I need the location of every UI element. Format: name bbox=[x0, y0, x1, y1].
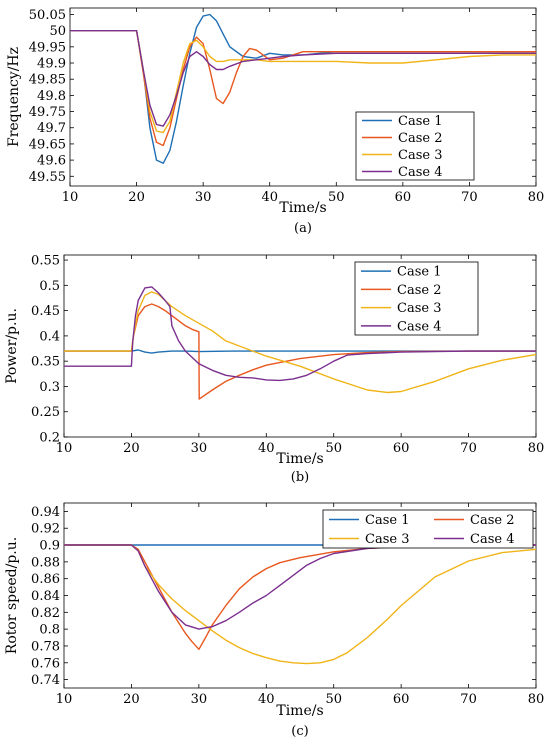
y-tick-label: 50.05 bbox=[29, 8, 66, 23]
legend: Case 1 Case 2 Case 3 Case 4 bbox=[322, 509, 534, 549]
y-tick-label: 0.76 bbox=[31, 656, 60, 671]
legend-label-case-2: Case 2 bbox=[470, 513, 514, 528]
series-line-case-4 bbox=[64, 544, 536, 630]
y-tick-label: 0.8 bbox=[39, 623, 60, 638]
chart-caption: (b) bbox=[291, 470, 309, 485]
y-tick-label: 50 bbox=[49, 24, 66, 39]
x-axis-label: Time/s bbox=[276, 451, 323, 467]
y-axis-label: Rotor speed/p.u. bbox=[4, 537, 20, 654]
y-tick-label: 49.85 bbox=[29, 73, 66, 88]
y-tick-label: 49.8 bbox=[37, 89, 66, 104]
legend-box bbox=[354, 261, 479, 336]
y-tick-label: 0.35 bbox=[31, 355, 60, 370]
series-line-case-2 bbox=[70, 30, 536, 147]
legend-label-case-1: Case 1 bbox=[398, 114, 442, 129]
x-tick-label: 60 bbox=[395, 190, 412, 205]
x-tick-label: 10 bbox=[56, 692, 73, 707]
x-tick-label: 30 bbox=[191, 441, 208, 456]
x-tick-label: 20 bbox=[123, 692, 140, 707]
series-line-case-4 bbox=[70, 30, 536, 127]
legend-label-case-4: Case 4 bbox=[397, 319, 441, 334]
legend-label-case-3: Case 3 bbox=[397, 301, 441, 316]
y-tick-label: 0.45 bbox=[31, 304, 60, 319]
legend-label-case-4: Case 4 bbox=[470, 532, 514, 547]
y-tick-label: 49.9 bbox=[37, 57, 66, 72]
series-line-case-4 bbox=[64, 286, 536, 382]
x-tick-label: 20 bbox=[123, 441, 140, 456]
y-tick-label: 0.84 bbox=[31, 589, 60, 604]
y-tick-label: 0.94 bbox=[31, 505, 60, 520]
series-line-case-3 bbox=[64, 544, 536, 665]
y-tick-label: 49.7 bbox=[37, 121, 66, 136]
legend-box bbox=[322, 509, 534, 549]
x-tick-label: 20 bbox=[128, 190, 145, 205]
y-tick-label: 0.55 bbox=[31, 254, 60, 269]
plot-frame bbox=[63, 254, 537, 438]
series-line-case-2 bbox=[64, 303, 536, 400]
plot-frame bbox=[69, 7, 537, 187]
series-line-case-3 bbox=[70, 30, 536, 134]
legend-label-case-3: Case 3 bbox=[398, 148, 442, 163]
chart-1: 10 20 30 40 50 60 70 8049.5549.649.6549.749.754… bbox=[6, 7, 545, 236]
y-axis-label: Frequency/Hz bbox=[6, 47, 22, 147]
y-tick-label: 0.25 bbox=[31, 405, 60, 420]
legend: Case 1 Case 2 Case 3 Case 4 bbox=[354, 261, 479, 336]
y-tick-label: 49.75 bbox=[29, 105, 66, 120]
legend-label-case-1: Case 1 bbox=[365, 513, 409, 528]
series-line-case-3 bbox=[64, 291, 536, 394]
x-tick-label: 50 bbox=[328, 190, 345, 205]
y-tick-label: 0.9 bbox=[39, 539, 60, 554]
y-tick-label: 49.6 bbox=[37, 154, 66, 169]
legend-label-case-2: Case 2 bbox=[397, 283, 441, 298]
x-tick-label: 10 bbox=[62, 190, 79, 205]
x-tick-label: 80 bbox=[528, 190, 545, 205]
y-axis-label: Power/p.u. bbox=[4, 308, 20, 384]
y-tick-label: 49.55 bbox=[29, 170, 66, 185]
legend-box bbox=[355, 111, 475, 181]
x-tick-label: 80 bbox=[528, 692, 545, 707]
chart-caption: (c) bbox=[291, 724, 308, 739]
x-axis-label: Time/s bbox=[276, 703, 323, 719]
legend-label-case-1: Case 1 bbox=[397, 265, 441, 280]
x-axis-label: Time/s bbox=[279, 200, 326, 216]
x-tick-label: 70 bbox=[460, 692, 477, 707]
x-tick-label: 30 bbox=[195, 190, 212, 205]
x-tick-label: 40 bbox=[258, 441, 275, 456]
y-tick-label: 0.82 bbox=[31, 606, 60, 621]
x-tick-label: 10 bbox=[56, 441, 73, 456]
chart-caption: (a) bbox=[294, 221, 312, 236]
legend: Case 1 Case 2 Case 3 Case 4 bbox=[355, 111, 475, 181]
x-tick-label: 60 bbox=[393, 441, 410, 456]
legend-label-case-4: Case 4 bbox=[398, 165, 442, 180]
x-tick-label: 80 bbox=[528, 441, 545, 456]
legend-label-case-2: Case 2 bbox=[398, 131, 442, 146]
series-line-case-2 bbox=[64, 544, 536, 650]
y-tick-label: 0.86 bbox=[31, 572, 60, 587]
y-tick-label: 0.2 bbox=[39, 431, 60, 446]
x-tick-label: 40 bbox=[261, 190, 278, 205]
x-tick-label: 70 bbox=[461, 190, 478, 205]
x-tick-label: 70 bbox=[460, 441, 477, 456]
chart-2: 10 20 30 40 50 60 70 80 0.2 0.25 0.3 0.35 0.4 0.45 0.5… bbox=[4, 254, 544, 485]
y-tick-label: 49.65 bbox=[29, 137, 66, 152]
x-tick-label: 60 bbox=[393, 692, 410, 707]
y-tick-label: 0.74 bbox=[31, 673, 60, 688]
y-tick-label: 0.4 bbox=[39, 329, 60, 344]
chart-3: 10 20 30 40 50 60 70 80 0.74 0.76 0.780.8 0.82 0.84 0… bbox=[4, 502, 545, 739]
y-tick-label: 49.95 bbox=[29, 40, 66, 55]
x-tick-label: 30 bbox=[191, 692, 208, 707]
x-tick-label: 40 bbox=[258, 692, 275, 707]
y-tick-label: 0.92 bbox=[31, 522, 60, 537]
x-tick-label: 50 bbox=[325, 441, 342, 456]
legend-label-case-3: Case 3 bbox=[365, 532, 409, 547]
y-tick-label: 0.3 bbox=[39, 380, 60, 395]
y-tick-label: 0.5 bbox=[39, 279, 60, 294]
y-tick-label: 0.78 bbox=[31, 639, 60, 654]
x-tick-label: 50 bbox=[325, 692, 342, 707]
y-tick-label: 0.88 bbox=[31, 555, 60, 570]
